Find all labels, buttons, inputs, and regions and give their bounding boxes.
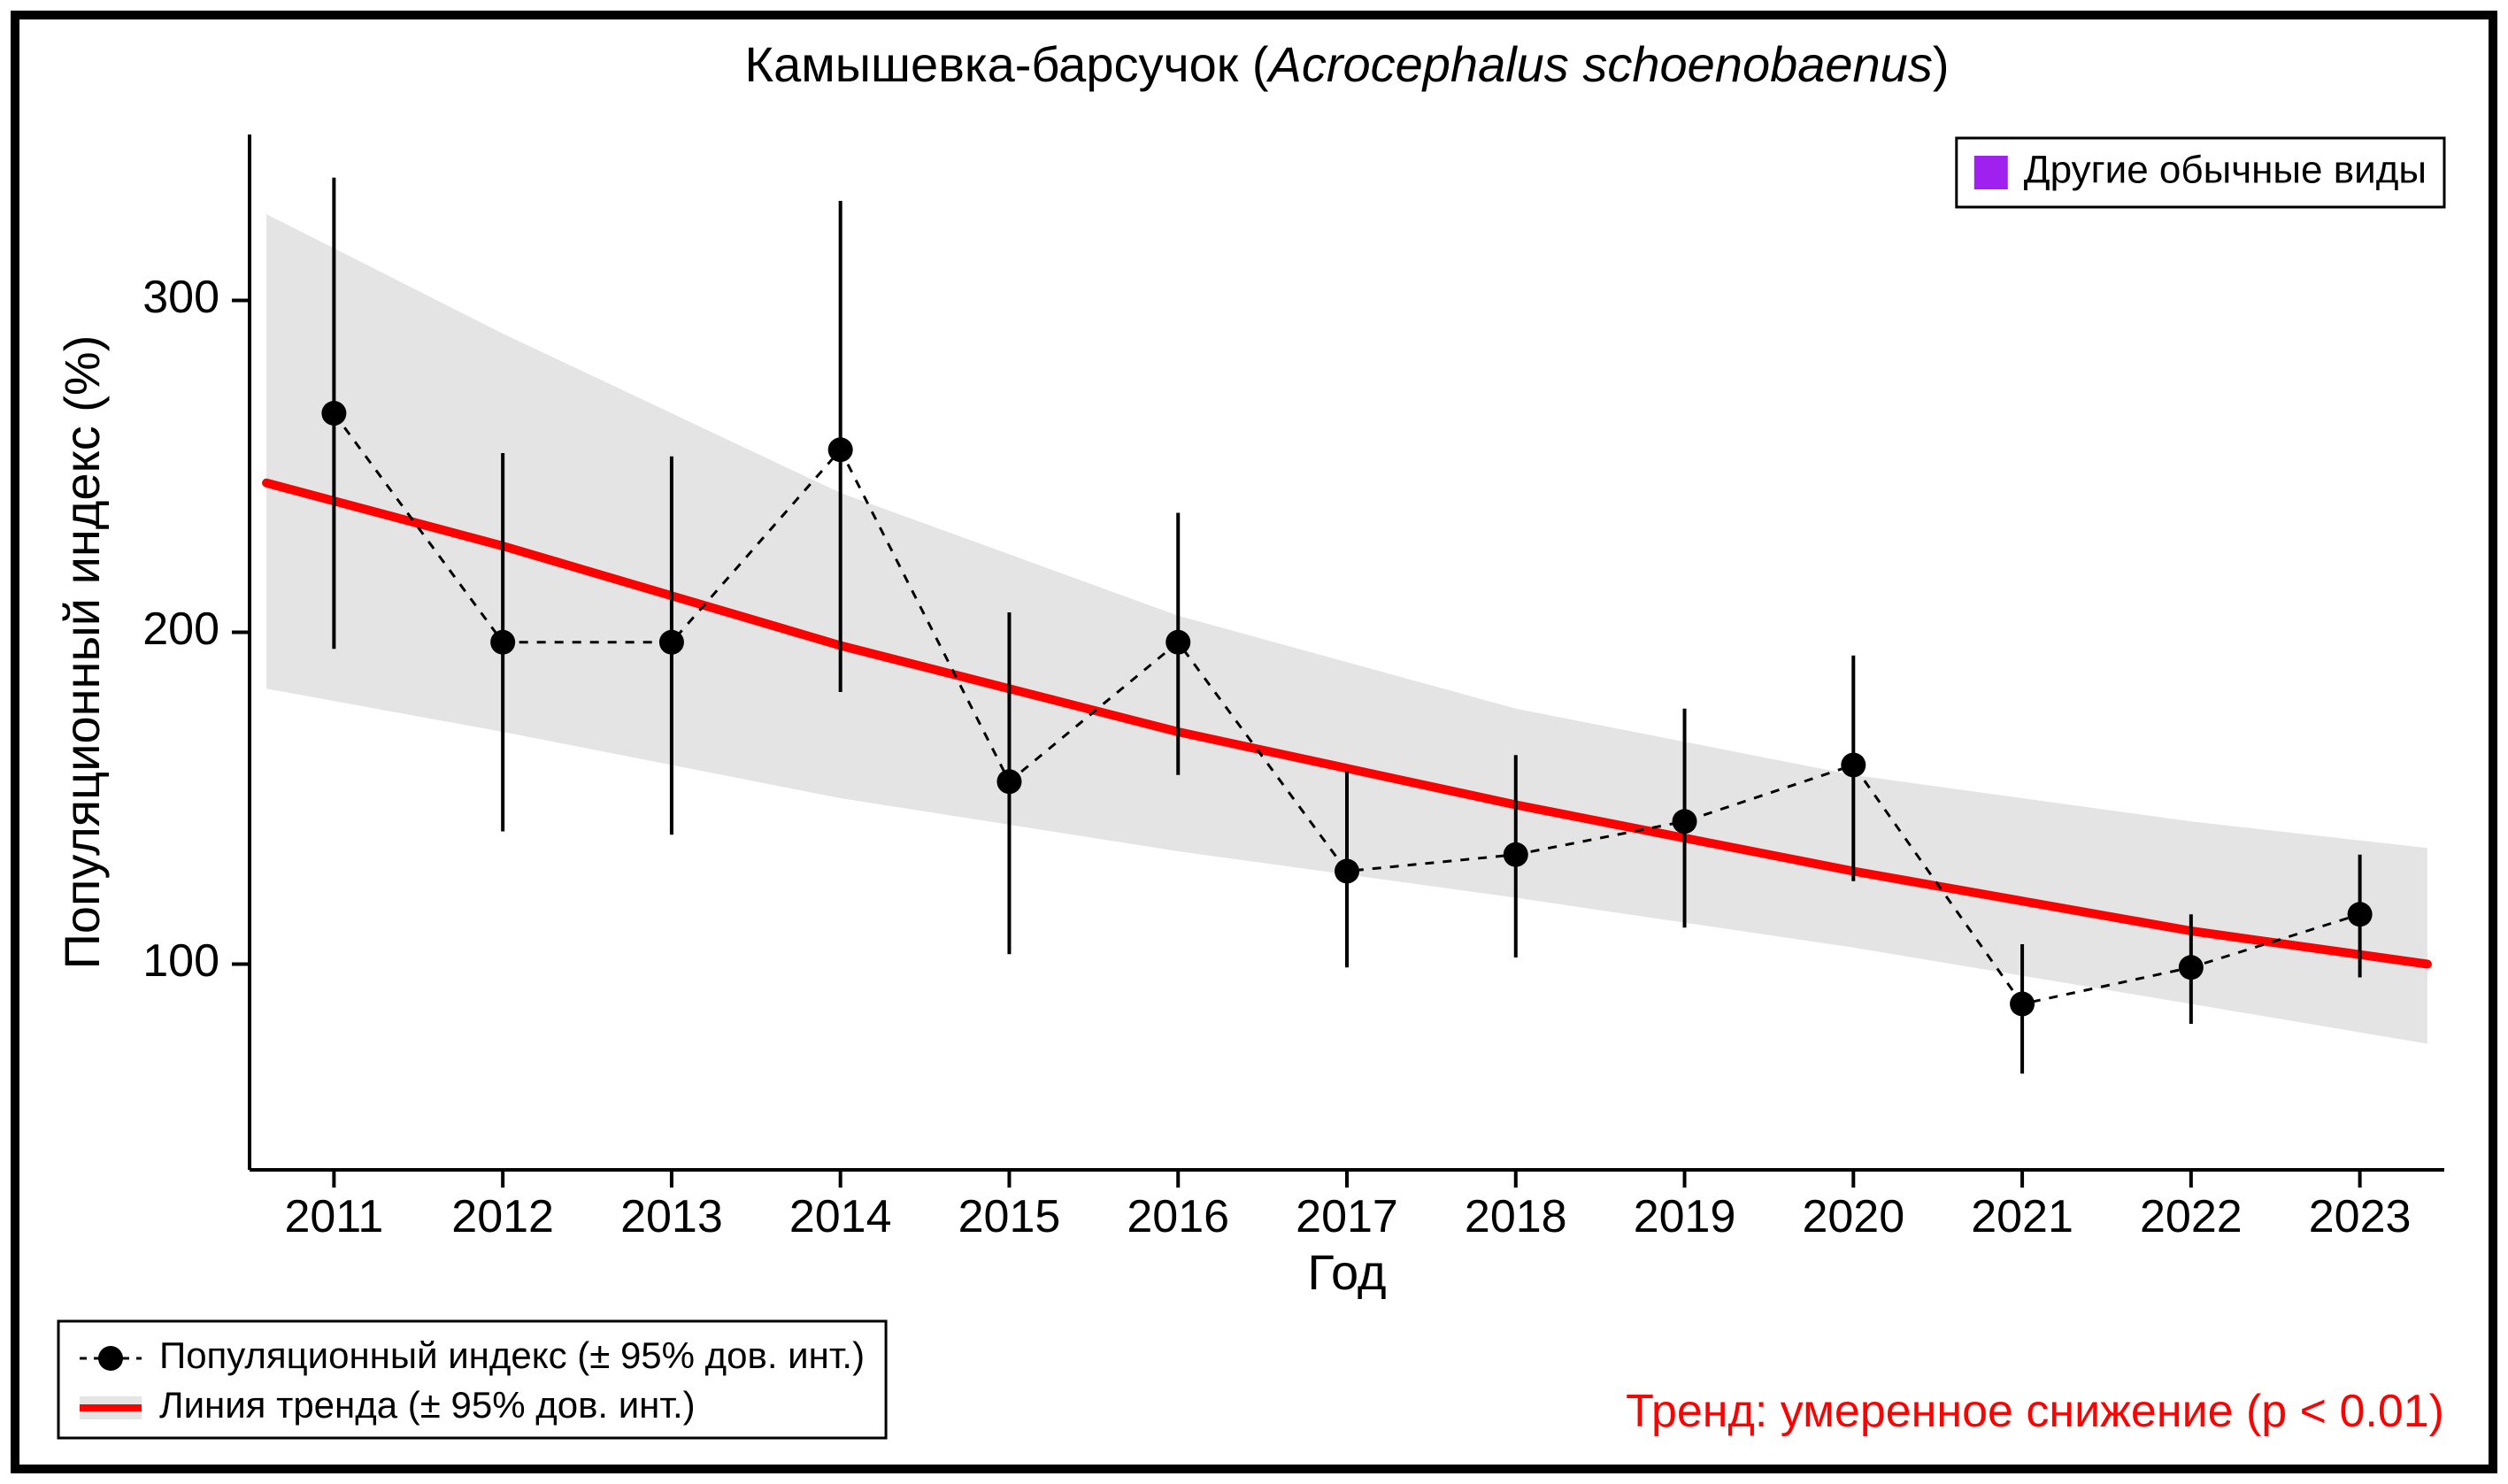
y-axis-label: Популяционный индекс (%) — [54, 335, 110, 970]
y-tick-label: 200 — [142, 604, 219, 655]
data-point — [2010, 992, 2035, 1017]
data-point — [1166, 630, 1190, 655]
data-point — [2179, 955, 2204, 980]
legend-point-icon — [98, 1346, 123, 1371]
x-tick-label: 2015 — [958, 1191, 1061, 1242]
legend-bottom: Популяционный индекс (± 95% дов. инт.) Ли… — [58, 1321, 886, 1438]
x-tick-label: 2016 — [1127, 1191, 1229, 1242]
x-tick-label: 2018 — [1465, 1191, 1567, 1242]
x-tick-label: 2013 — [620, 1191, 723, 1242]
y-tick-label: 100 — [142, 935, 219, 987]
data-point — [321, 401, 346, 426]
data-point — [1841, 753, 1866, 778]
legend-bottom-label-2: Линия тренда (± 95% дов. инт.) — [159, 1384, 696, 1426]
chart-title: Камышевка-барсучок (Acrocephalus schoeno… — [745, 36, 1950, 92]
x-tick-label: 2021 — [1971, 1191, 2073, 1242]
legend-top-label: Другие обычные виды — [2024, 149, 2427, 192]
y-tick-label: 300 — [142, 272, 219, 323]
legend-bottom-label-1: Популяционный индекс (± 95% дов. инт.) — [159, 1334, 865, 1376]
legend-top: Другие обычные виды — [1957, 138, 2444, 207]
x-tick-label: 2014 — [789, 1191, 892, 1242]
legend-swatch-icon — [1974, 156, 2008, 189]
x-tick-label: 2022 — [2140, 1191, 2243, 1242]
chart-frame: 100 200 300 2011 2012 2013 2014 2015 2016 2017 201… — [11, 11, 2497, 1473]
x-tick-label: 2019 — [1634, 1191, 1736, 1242]
x-tick-label: 2020 — [1802, 1191, 1904, 1242]
x-tick-label: 2017 — [1296, 1191, 1398, 1242]
x-tick-label: 2023 — [2309, 1191, 2412, 1242]
data-point — [490, 630, 515, 655]
x-tick-label: 2011 — [284, 1191, 383, 1242]
trend-annotation: Тренд: умеренное снижение (p < 0.01) — [1626, 1386, 2444, 1437]
data-point — [659, 630, 684, 655]
x-tick-label: 2012 — [451, 1191, 554, 1242]
data-point — [828, 437, 853, 462]
data-point — [2348, 902, 2373, 927]
x-axis-label: Год — [1307, 1244, 1386, 1300]
population-index-chart: 100 200 300 2011 2012 2013 2014 2015 2016 2017 201… — [19, 19, 2489, 1465]
data-point — [1673, 809, 1697, 834]
data-point — [1504, 842, 1528, 867]
data-point — [1335, 859, 1359, 884]
data-point — [996, 769, 1021, 794]
